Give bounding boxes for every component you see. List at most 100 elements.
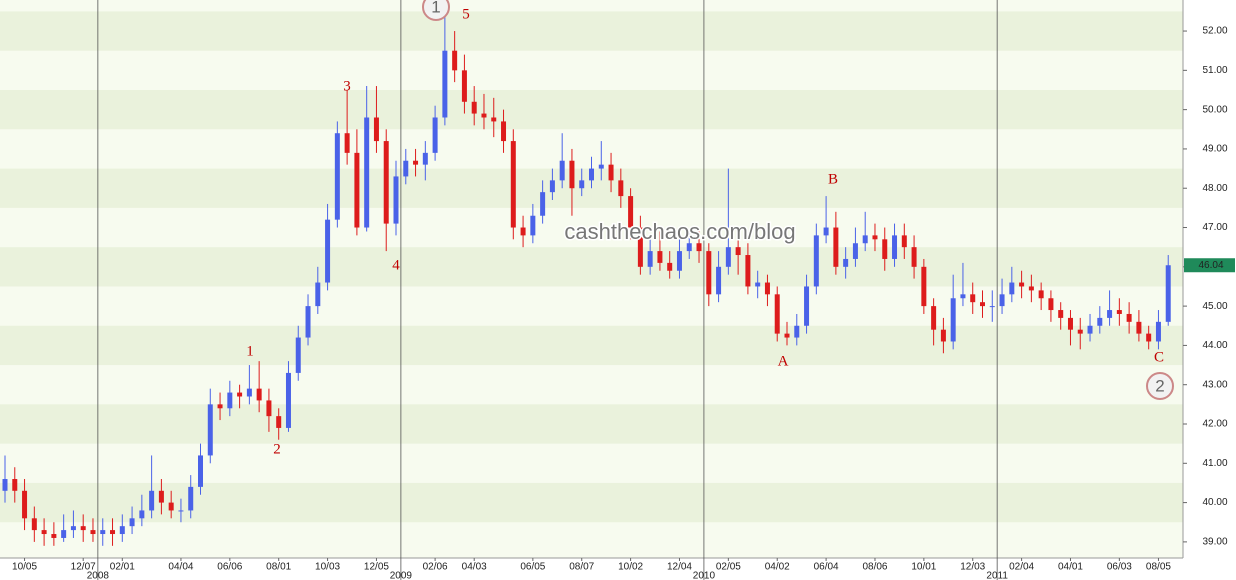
x-tick-label: 08/06	[862, 562, 887, 573]
candle-body	[12, 479, 18, 491]
candle-body	[422, 152, 428, 165]
candle-body	[540, 192, 546, 216]
wave-label: A	[778, 353, 789, 369]
candle-body	[471, 101, 477, 114]
candle-body	[129, 518, 135, 527]
axis-panel	[1183, 0, 1236, 580]
wave-label: 5	[462, 6, 470, 22]
x-tick-label: 06/06	[217, 562, 242, 573]
candle-body	[198, 455, 203, 487]
candle-body	[843, 258, 849, 267]
candle-body	[119, 526, 125, 535]
wave-label: 1	[246, 343, 254, 359]
candle-body	[110, 530, 116, 535]
candle-body	[344, 133, 350, 153]
candle-body	[901, 235, 907, 248]
candle-body	[178, 510, 184, 512]
y-tick-label: 48.00	[1202, 183, 1227, 194]
y-tick-label: 39.00	[1202, 537, 1227, 548]
candle-body	[1116, 310, 1122, 314]
candle-body	[442, 50, 448, 118]
candle-body	[637, 227, 643, 267]
x-tick-label: 08/01	[266, 562, 291, 573]
x-tick-label: 06/03	[1107, 562, 1132, 573]
y-tick-label: 44.00	[1202, 340, 1227, 351]
candle-body	[31, 518, 37, 531]
candle-body	[1087, 325, 1093, 334]
candle-body	[784, 333, 790, 338]
x-tick-label: 10/05	[12, 562, 37, 573]
year-label: 2011	[986, 571, 1008, 580]
x-tick-label: 12/03	[960, 562, 985, 573]
candle-body	[931, 306, 937, 330]
candle-body	[716, 266, 722, 295]
candle-body	[246, 388, 252, 397]
candle-body	[696, 243, 702, 252]
candle-body	[22, 490, 28, 519]
candle-body	[1165, 265, 1171, 322]
candle-body	[628, 196, 634, 228]
y-tick-label: 41.00	[1202, 458, 1227, 469]
candle-body	[383, 141, 389, 224]
candle-body	[960, 294, 966, 299]
candle-body	[354, 152, 360, 228]
x-tick-label: 10/03	[315, 562, 340, 573]
x-tick-label: 02/05	[716, 562, 741, 573]
candle-body	[999, 294, 1005, 307]
candle-body	[227, 392, 233, 409]
last-price-box	[1184, 258, 1235, 273]
candle-body	[1077, 329, 1083, 334]
x-tick-label: 02/06	[423, 562, 448, 573]
y-tick-label: 42.00	[1202, 419, 1227, 430]
x-tick-label: 06/05	[520, 562, 545, 573]
x-tick-label: 10/02	[618, 562, 643, 573]
candle-body	[149, 490, 155, 511]
candle-body	[1107, 310, 1113, 318]
candle-body	[364, 117, 370, 228]
candle-body	[745, 255, 751, 287]
candle-body	[725, 247, 731, 267]
y-tick-label: 51.00	[1202, 65, 1227, 76]
candle-body	[305, 306, 311, 338]
x-tick-label: 12/05	[364, 562, 389, 573]
candle-body	[676, 251, 682, 271]
candle-body	[1067, 317, 1073, 330]
candle-body	[667, 262, 673, 271]
candle-body	[139, 510, 145, 519]
candle-body	[61, 530, 67, 538]
candle-body	[989, 306, 995, 308]
circled-label: 2	[1155, 376, 1164, 395]
candle-body	[1038, 290, 1044, 299]
candle-body	[1126, 313, 1132, 322]
circled-marker	[1146, 372, 1174, 400]
y-tick-label: 45.00	[1202, 301, 1227, 312]
candle-body	[774, 294, 780, 334]
candle-body	[530, 215, 536, 236]
candle-body	[608, 164, 614, 181]
x-tick-label: 04/04	[168, 562, 193, 573]
last-price-label: 46.04	[1198, 260, 1223, 271]
grid-band	[0, 482, 1183, 523]
candle-body	[266, 400, 272, 417]
y-tick-label: 50.00	[1202, 104, 1227, 115]
candle-body	[403, 160, 409, 177]
candle-body	[921, 266, 927, 307]
candle-body	[706, 251, 712, 295]
candle-body	[276, 416, 282, 428]
candle-body	[256, 388, 262, 401]
candle-body	[373, 117, 379, 142]
grid-band	[0, 325, 1183, 366]
candle-body	[481, 113, 487, 118]
watermark: cashthechaos.com/blog	[564, 219, 795, 244]
candle-body	[41, 530, 47, 535]
candle-body	[51, 534, 57, 538]
candle-body	[559, 160, 565, 181]
candle-body	[804, 286, 810, 326]
circled-label: 1	[431, 0, 440, 16]
wave-label: 3	[343, 78, 351, 94]
candle-body	[413, 160, 419, 165]
x-tick-label: 04/02	[765, 562, 790, 573]
candle-body	[970, 294, 976, 303]
candle-body	[618, 180, 624, 197]
